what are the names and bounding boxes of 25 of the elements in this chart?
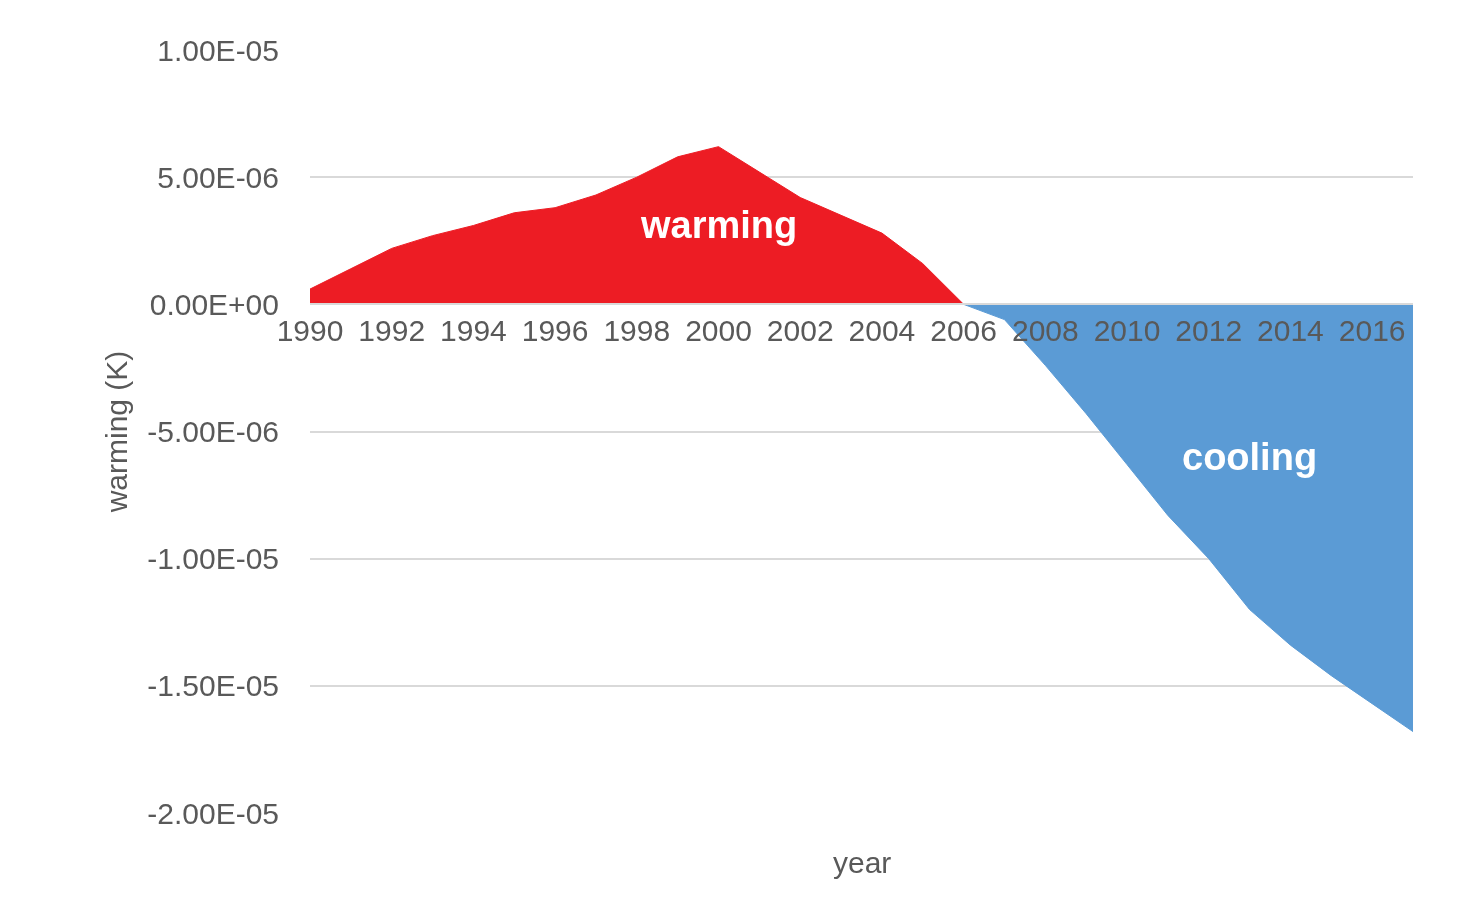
y-tick-label: -1.50E-05 bbox=[147, 669, 279, 703]
x-tick-label: 2016 bbox=[1338, 314, 1406, 348]
x-tick-label: 2000 bbox=[685, 314, 752, 348]
x-tick-label: 2008 bbox=[1011, 314, 1079, 348]
y-tick-label: -5.00E-06 bbox=[147, 415, 279, 448]
y-tick-label: 0.00E+00 bbox=[149, 287, 279, 321]
x-tick-label: 2006 bbox=[930, 314, 998, 348]
x-tick-label: 2010 bbox=[1093, 314, 1161, 348]
x-tick-label: 2004 bbox=[848, 314, 916, 348]
series-label: cooling bbox=[1182, 436, 1318, 478]
series-label: warming bbox=[640, 204, 798, 246]
y-tick-label: -1.00E-05 bbox=[147, 542, 279, 576]
x-tick-label: 2002 bbox=[766, 314, 834, 348]
y-tick-label: 1.00E-05 bbox=[157, 33, 279, 67]
x-axis-title: year bbox=[833, 846, 892, 879]
x-tick-label: 2012 bbox=[1175, 314, 1243, 348]
x-tick-label: 1996 bbox=[521, 314, 589, 348]
y-axis-title: warming (K) bbox=[100, 350, 134, 514]
y-tick-label: 5.00E-06 bbox=[157, 160, 279, 194]
x-tick-label: 1992 bbox=[358, 314, 426, 348]
x-tick-label: 1990 bbox=[276, 314, 344, 348]
x-tick-label: 1994 bbox=[440, 314, 507, 348]
y-tick-label: -2.00E-05 bbox=[147, 796, 279, 830]
x-tick-label: 1998 bbox=[603, 314, 671, 348]
x-tick-label: 2014 bbox=[1257, 314, 1324, 348]
